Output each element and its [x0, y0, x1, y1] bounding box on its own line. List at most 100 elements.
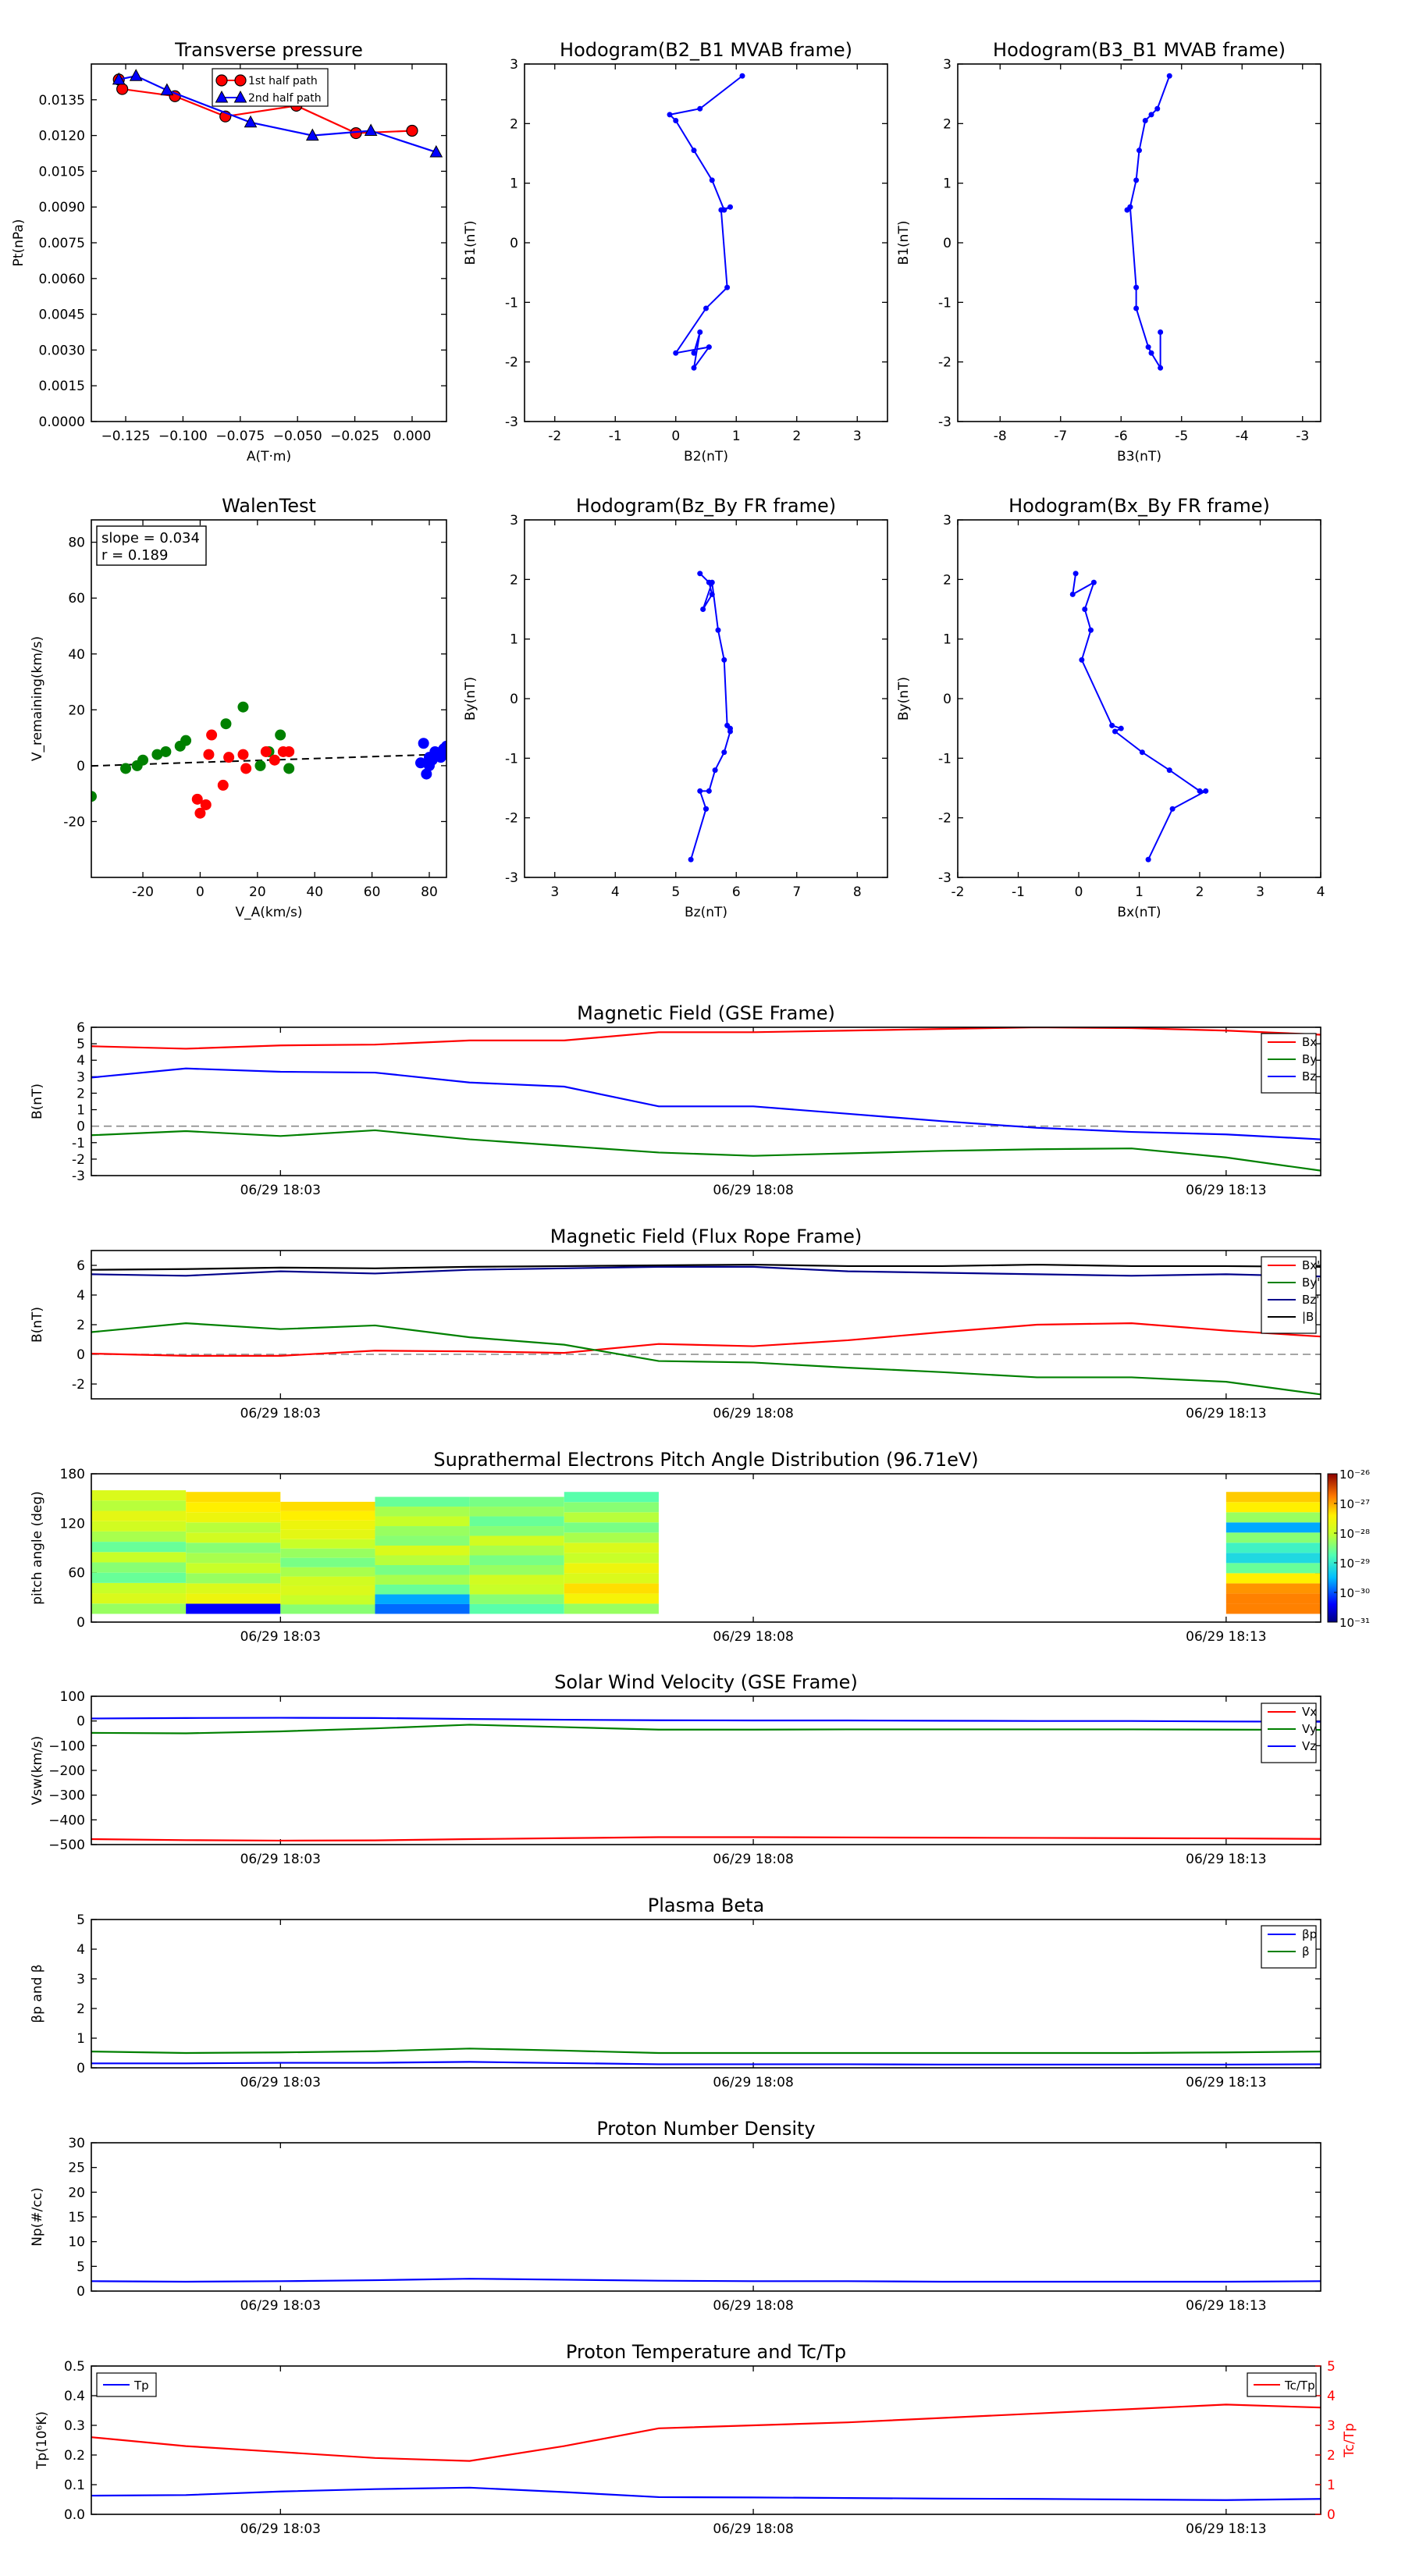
y-tick-label: 1	[76, 1103, 85, 1119]
series-vx-line	[91, 1836, 1321, 1842]
y-tick-label: 0	[76, 2061, 85, 2076]
x-tick-label: 3	[550, 884, 559, 900]
y-tick-label: 15	[68, 2210, 85, 2226]
y-tick-label: 0.1	[64, 2478, 85, 2493]
y-tick-label: 2	[943, 572, 951, 588]
y-tick-label: 3	[943, 513, 951, 528]
data-point	[200, 799, 212, 810]
y-tick-label: -2	[72, 1377, 85, 1393]
heatmap-cell	[186, 1502, 281, 1513]
heatmap-cell	[469, 1603, 564, 1614]
x-tick-label: 06/29 18:03	[240, 2075, 321, 2090]
series--b--line	[91, 1263, 1321, 1271]
y-tick-label: -2	[72, 1152, 85, 1168]
y-tick-label: -20	[63, 814, 85, 830]
x-tick-label: 06/29 18:13	[1186, 1629, 1266, 1645]
data-point	[697, 105, 703, 112]
x-axis-label: V_A(km/s)	[235, 905, 302, 920]
heatmap-cell	[1225, 1573, 1321, 1584]
heatmap-cell	[280, 1567, 375, 1577]
heatmap-cell	[375, 1526, 470, 1536]
data-point	[1090, 579, 1097, 585]
heatmap-cell	[375, 1584, 470, 1595]
x-tick-label: −0.050	[273, 429, 322, 444]
data-point	[697, 329, 703, 335]
legend-label: β	[1302, 1944, 1310, 1959]
y-tick-label: 0.0015	[39, 379, 85, 394]
data-point	[406, 124, 418, 137]
x-tick-label: 06/29 18:08	[713, 2521, 793, 2537]
x-tick-label: -8	[994, 429, 1007, 444]
y-tick-label: 0	[76, 1347, 85, 1363]
data-point	[260, 745, 272, 757]
x-tick-label: 0	[196, 884, 205, 900]
x-tick-label: 1	[732, 429, 741, 444]
plot-area	[91, 2403, 1321, 2501]
chart-title: Proton Number Density	[596, 2118, 815, 2140]
data-point	[1169, 806, 1176, 812]
data-point	[418, 738, 429, 749]
y-tick-label: 4	[76, 1288, 85, 1304]
y-tick-label: −200	[48, 1763, 85, 1779]
legend: βp β	[1261, 1925, 1317, 1969]
heatmap-cell	[91, 1603, 187, 1614]
plot-area	[1124, 73, 1172, 371]
x-tick-label: 0.000	[393, 429, 432, 444]
chart-title: Hodogram(Bz_By FR frame)	[576, 495, 836, 517]
data-point	[1136, 148, 1142, 154]
y-tick-label: 0.0120	[39, 129, 85, 144]
plot-frame	[91, 1919, 1321, 2069]
y-tick-label: 5	[76, 2259, 85, 2275]
y-right-tick-label: 3	[1327, 2418, 1336, 2434]
heatmap-cell	[375, 1603, 470, 1614]
y-right-tick-label: 4	[1327, 2389, 1336, 2404]
heatmap-cell	[564, 1522, 659, 1533]
x-tick-label: 4	[611, 884, 620, 900]
y-axis-label: B(nT)	[30, 1307, 45, 1343]
data-point	[1142, 118, 1148, 124]
plot-frame	[91, 1026, 1321, 1176]
legend-label: By	[1302, 1052, 1317, 1066]
y-tick-label: 1	[943, 632, 951, 648]
y-axis-label: Vsw(km/s)	[30, 1736, 45, 1806]
colorbar-label: 10⁻³¹	[1339, 1616, 1370, 1630]
data-point	[1166, 73, 1172, 79]
heatmap-cell	[186, 1492, 281, 1503]
legend-box	[1261, 1703, 1317, 1763]
data-point	[112, 72, 126, 85]
y-tick-label: -1	[72, 1136, 85, 1151]
y-right-tick-label: 1	[1327, 2478, 1336, 2493]
legend-label: Bz'	[1302, 1293, 1319, 1307]
y-tick-label: 2	[510, 116, 518, 132]
heatmap-cell	[280, 1576, 375, 1586]
colorbar-label: 10⁻²⁷	[1339, 1497, 1370, 1511]
data-point	[691, 365, 697, 371]
heatmap-cell	[469, 1507, 564, 1517]
data-point	[203, 749, 215, 760]
series-0-line	[690, 572, 731, 860]
data-point	[283, 745, 295, 757]
heatmap-cell	[564, 1593, 659, 1604]
y-axis-label: βp and β	[30, 1964, 45, 2023]
x-tick-label: 6	[732, 884, 741, 900]
heatmap-cell	[469, 1535, 564, 1546]
y-tick-label: 0	[510, 692, 518, 707]
chart-tp: Transverse pressure A(T·m) Pt(nPa) −0.125 −0…	[11, 39, 447, 464]
heatmap-cell	[280, 1548, 375, 1558]
data-point	[237, 749, 249, 760]
y-tick-label: 0	[943, 236, 951, 251]
x-tick-label: 06/29 18:08	[713, 1852, 793, 1867]
data-point	[223, 752, 235, 763]
x-tick-label: 40	[306, 884, 323, 900]
y-tick-label: -1	[505, 751, 518, 767]
y-tick-label: 2	[943, 116, 951, 132]
heatmap-cell	[469, 1574, 564, 1585]
y-tick-label: 2	[76, 1318, 85, 1333]
y-right-tick-label: 5	[1327, 2359, 1336, 2375]
data-point	[706, 788, 712, 794]
legend: Vx Vy Vz	[1261, 1703, 1317, 1763]
heatmap-cell	[1225, 1563, 1321, 1574]
plot-area	[91, 1717, 1321, 1842]
x-tick-label: 3	[853, 429, 862, 444]
data-point	[137, 754, 149, 766]
